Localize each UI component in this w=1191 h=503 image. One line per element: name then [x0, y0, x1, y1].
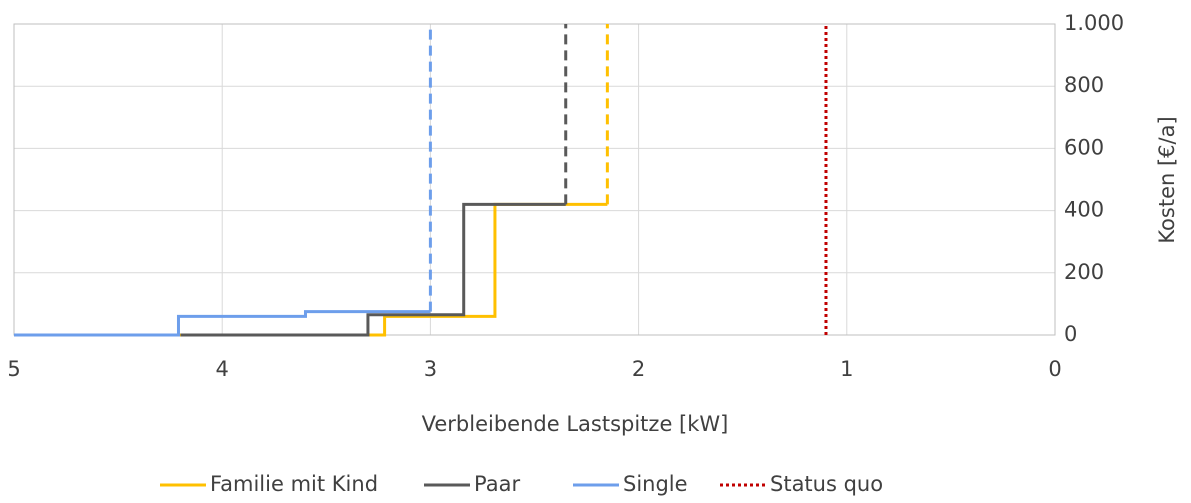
x-tick-label: 0 — [1048, 357, 1061, 381]
y-tick-label: 1.000 — [1064, 11, 1124, 35]
y-tick-label: 800 — [1064, 73, 1104, 97]
x-tick-label: 5 — [7, 357, 20, 381]
x-tick-label: 3 — [424, 357, 437, 381]
plot-border — [13, 23, 1056, 336]
x-tick-label: 4 — [216, 357, 229, 381]
legend-label: Status quo — [770, 472, 883, 496]
legend-label: Single — [623, 472, 688, 496]
y-tick-label: 600 — [1064, 135, 1104, 159]
x-tick-label: 1 — [840, 357, 853, 381]
series-line — [180, 202, 566, 337]
legend-label: Paar — [474, 472, 520, 496]
y-tick-label: 400 — [1064, 198, 1104, 222]
x-tick-label: 2 — [632, 357, 645, 381]
y-tick-label: 0 — [1064, 322, 1077, 346]
series-line — [14, 310, 431, 337]
y-axis-label: Kosten [€/a] — [1155, 116, 1179, 243]
y-tick-label: 200 — [1064, 260, 1104, 284]
series-line — [14, 202, 608, 337]
legend-label: Familie mit Kind — [210, 472, 378, 496]
x-axis-label: Verbleibende Lastspitze [kW] — [422, 412, 729, 436]
